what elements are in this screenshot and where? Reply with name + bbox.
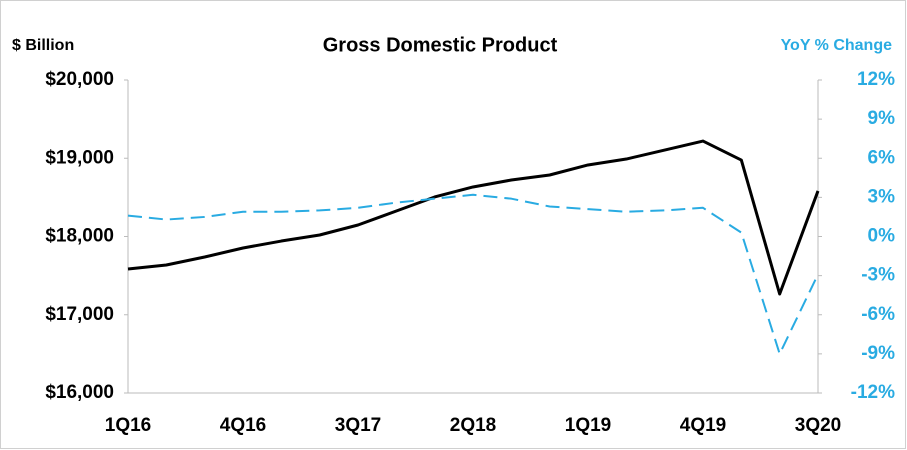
y-tick-label: $17,000	[45, 304, 114, 325]
y-tick-label: $20,000	[45, 69, 114, 90]
x-tick-label: 4Q19	[680, 415, 726, 436]
y-tick-label: $16,000	[45, 382, 114, 403]
y2-tick-label: 9%	[868, 108, 896, 129]
y2-tick-label: -9%	[861, 343, 895, 364]
y2-tick-label: -12%	[851, 382, 895, 403]
x-tick-label: 1Q16	[105, 415, 151, 436]
x-tick-label: 2Q18	[450, 415, 496, 436]
y2-tick-label: -6%	[861, 304, 895, 325]
series-line	[127, 139, 820, 296]
series-line	[127, 193, 819, 355]
y2-tick-label: 0%	[868, 226, 896, 247]
y2-tick-label: 12%	[857, 69, 895, 90]
y-tick-label: $18,000	[45, 226, 114, 247]
y2-axis-label: YoY % Change	[781, 37, 893, 54]
x-tick-label: 3Q20	[795, 415, 841, 436]
x-tick-label: 4Q16	[220, 415, 266, 436]
y2-tick-label: -3%	[861, 265, 895, 286]
y-tick-label: $19,000	[45, 147, 114, 168]
y2-tick-label: 3%	[868, 186, 896, 207]
x-tick-label: 3Q17	[335, 415, 381, 436]
chart-title: Gross Domestic Product	[323, 34, 558, 56]
x-tick-label: 1Q19	[565, 415, 611, 436]
y2-tick-label: 6%	[868, 147, 896, 168]
y-axis-label: $ Billion	[12, 37, 74, 54]
